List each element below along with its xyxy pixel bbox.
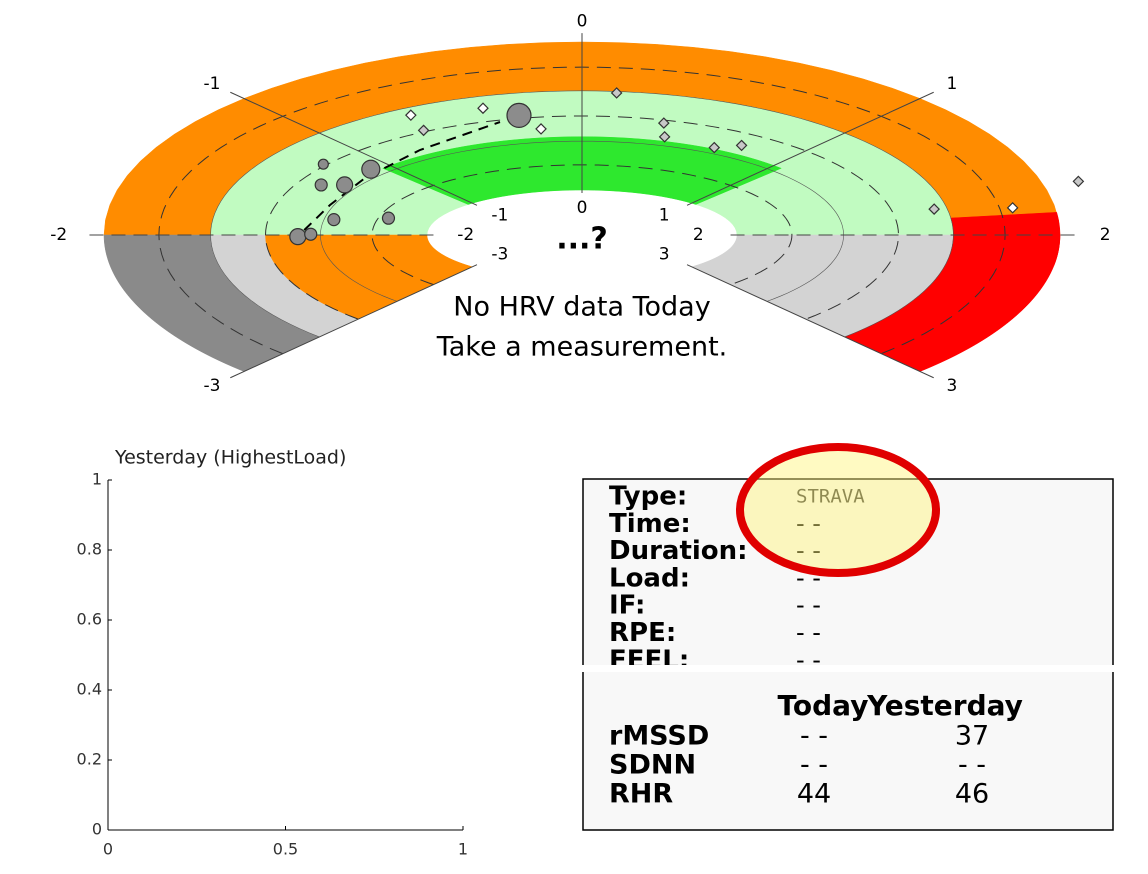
message: Take a measurement.: [436, 332, 728, 363]
empty-chart: Yesterday (HighestLoad) 0 0.2 0.4 0.6 0.8 1 0 0.…: [77, 447, 469, 859]
point: [506, 102, 532, 128]
y-tick-label: 0.6: [77, 610, 102, 629]
point: [735, 139, 748, 152]
chart-title: Yesterday (HighestLoad): [114, 447, 346, 469]
row-value: - -: [958, 750, 986, 781]
point: [304, 227, 318, 241]
row-value: - -: [800, 750, 828, 781]
radial-line: [686, 91, 934, 206]
y-tick-label: 0.2: [77, 750, 102, 769]
field-value: - -: [796, 591, 821, 619]
point: [317, 158, 329, 170]
row-value: 46: [955, 779, 989, 810]
panel-gap: [575, 665, 1123, 672]
outer-tick-label: 1: [947, 74, 958, 94]
point: [610, 87, 623, 99]
field-value: STRAVA: [796, 486, 865, 508]
point: [405, 109, 417, 122]
field-label: Time:: [609, 509, 691, 539]
point: [289, 228, 307, 246]
point: [708, 141, 721, 154]
field-label: Load:: [609, 563, 690, 593]
inner-tick-label: 1: [659, 206, 670, 226]
inner-tick-label: -1: [491, 206, 508, 226]
center-text: ...?: [556, 222, 608, 257]
field-value: - -: [796, 537, 821, 565]
x-tick-label: 1: [458, 840, 468, 859]
point: [336, 176, 354, 194]
outer-tick-label: 0: [577, 11, 588, 31]
outer-tick-label: 3: [947, 376, 958, 396]
point: [658, 130, 671, 143]
inner-tick-label: 3: [659, 244, 670, 264]
point: [535, 123, 547, 135]
info-panel: Type: STRAVA Time: - - Duration: - - Load: - - I…: [575, 443, 1123, 831]
field-value: - -: [796, 509, 821, 537]
row-label: SDNN: [609, 750, 696, 781]
inner-tick-label: -2: [457, 225, 474, 245]
field-value: - -: [796, 619, 821, 647]
point: [657, 117, 670, 129]
outer-tick-label: 2: [1100, 225, 1111, 245]
field-label: Type:: [609, 482, 687, 512]
table-header: Today: [778, 689, 869, 722]
point: [1072, 175, 1085, 188]
panel-box: [582, 478, 1114, 831]
gauge: -3 -2 -1 0 1 2 3 -3 -2 -1 0 1 2 3...? No HRV data Toda…: [50, 11, 1110, 396]
row-value: 37: [955, 721, 989, 752]
row-value: 44: [797, 779, 831, 810]
x-tick-label: 0: [103, 840, 113, 859]
y-tick-label: 1: [92, 470, 102, 489]
y-tick-label: 0.4: [77, 680, 102, 699]
field-label: IF:: [609, 591, 645, 621]
outer-tick-label: -1: [204, 74, 221, 94]
inner-tick-label: -3: [491, 244, 508, 264]
trend-line: [291, 121, 501, 243]
table-header: Yesterday: [866, 689, 1023, 722]
point: [928, 203, 940, 215]
inner-tick-label: 0: [577, 198, 588, 218]
y-tick-label: 0.8: [77, 540, 102, 559]
radial-line: [230, 91, 478, 206]
outer-tick-label: -2: [50, 225, 67, 245]
field-label: Duration:: [609, 536, 748, 566]
inner-tick-label: 2: [693, 225, 704, 245]
point: [314, 178, 328, 192]
radial-line: [230, 264, 478, 379]
point: [477, 102, 489, 115]
point: [327, 213, 341, 227]
point: [1006, 201, 1019, 214]
y-tick-label: 0: [92, 820, 102, 839]
field-label: RPE:: [609, 618, 676, 648]
row-label: rMSSD: [609, 721, 709, 752]
row-label: RHR: [609, 779, 673, 810]
point: [361, 159, 381, 179]
radial-line: [686, 264, 934, 379]
x-tick-label: 0.5: [273, 840, 298, 859]
highlight: [736, 443, 940, 577]
message: No HRV data Today: [453, 292, 710, 323]
point: [417, 124, 430, 137]
row-value: - -: [800, 721, 828, 752]
outer-tick-label: -3: [204, 376, 221, 396]
point: [381, 211, 396, 225]
